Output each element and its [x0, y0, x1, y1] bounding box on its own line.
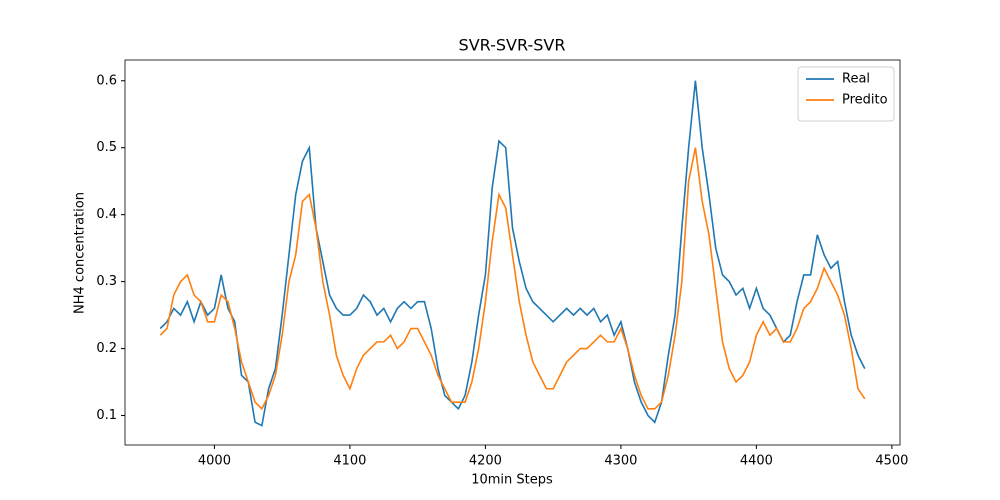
y-tick-label: 0.6: [96, 73, 117, 88]
x-axis-label: 10min Steps: [471, 473, 553, 488]
y-tick-label: 0.1: [96, 408, 117, 423]
x-tick-label: 4300: [604, 454, 637, 469]
y-tick-label: 0.4: [96, 207, 117, 222]
x-tick-label: 4000: [198, 454, 231, 469]
legend-box: [797, 66, 895, 122]
legend-label: Predito: [842, 93, 888, 108]
y-axis-label: NH4 concentration: [73, 192, 88, 314]
x-tick-label: 4500: [875, 454, 908, 469]
y-tick-label: 0.2: [96, 341, 117, 356]
y-tick-label: 0.5: [96, 140, 117, 155]
x-tick-label: 4100: [333, 454, 366, 469]
series-line: [159, 80, 866, 427]
legend-label: Real: [842, 72, 870, 87]
y-tick-label: 0.3: [96, 274, 117, 289]
x-tick-label: 4200: [469, 454, 502, 469]
series-line: [159, 147, 866, 411]
plot-frame: [124, 59, 901, 446]
x-tick-label: 4400: [740, 454, 773, 469]
chart-title: SVR-SVR-SVR: [459, 36, 566, 55]
